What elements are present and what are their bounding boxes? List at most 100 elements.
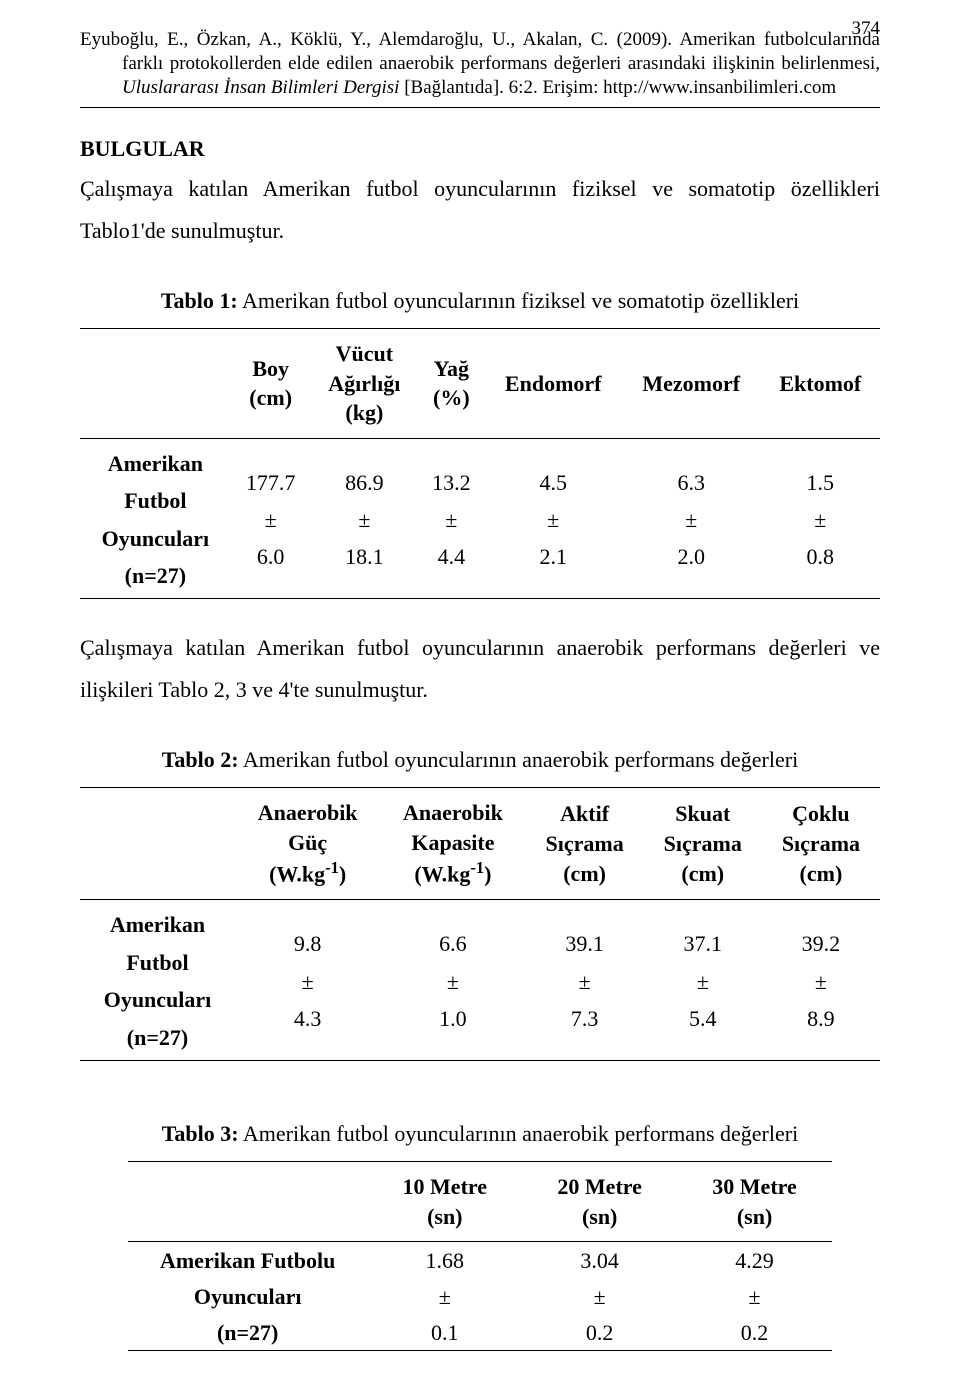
citation: Eyuboğlu, E., Özkan, A., Köklü, Y., Alem… — [80, 28, 880, 99]
table2-data-row: Amerikan Futbol Oyuncuları (n=27) 9.8 ± … — [80, 900, 880, 1061]
val: 4.3 — [294, 1006, 322, 1031]
val: 7.3 — [571, 1006, 599, 1031]
val: ± — [445, 507, 457, 532]
table3-row1: Amerikan Futbolu 1.68 3.04 4.29 — [128, 1242, 832, 1279]
table3-header-10m: 10 Metre (sn) — [367, 1162, 522, 1242]
txt: Futbol — [126, 950, 188, 975]
intro-paragraph-1: Çalışmaya katılan Amerikan futbol oyuncu… — [80, 168, 880, 252]
table2-header-aktif: Aktif Sıçrama (cm) — [526, 788, 644, 900]
txt: (kg) — [345, 400, 383, 425]
val: ± — [265, 507, 277, 532]
table1-data-row: Amerikan Futbol Oyuncuları (n=27) 177.7 … — [80, 438, 880, 599]
table3-header-30m: 30 Metre (sn) — [677, 1162, 832, 1242]
table3-header-empty — [128, 1162, 367, 1242]
txt: (cm) — [800, 861, 843, 886]
txt: (cm) — [249, 385, 292, 410]
table3-r1-m10: 1.68 — [367, 1242, 522, 1279]
table3-header-20m: 20 Metre (sn) — [522, 1162, 677, 1242]
table1-boy: 177.7 ± 6.0 — [231, 438, 311, 599]
val: 6.3 — [677, 470, 705, 495]
txt: Anaerobik — [258, 800, 358, 825]
val: 1.0 — [439, 1006, 467, 1031]
txt: (W.kg — [269, 862, 325, 887]
val: 8.9 — [807, 1006, 835, 1031]
table2-rowlabel: Amerikan Futbol Oyuncuları (n=27) — [80, 900, 235, 1061]
txt: Yağ — [434, 356, 469, 381]
txt: (n=27) — [125, 563, 186, 588]
table2-header-skuat: Skuat Sıçrama (cm) — [644, 788, 762, 900]
val: 39.1 — [565, 931, 604, 956]
val: 6.0 — [257, 544, 285, 569]
txt: (cm) — [563, 861, 606, 886]
table3-rowlabel1: Amerikan Futbolu — [128, 1242, 367, 1279]
table2-aktif: 39.1 ± 7.3 — [526, 900, 644, 1061]
table1-header-vucut: Vücut Ağırlığı (kg) — [311, 328, 418, 438]
txt: 10 Metre — [403, 1174, 488, 1199]
table2-header-empty — [80, 788, 235, 900]
txt: Amerikan — [110, 912, 205, 937]
txt: Sıçrama — [782, 831, 860, 856]
txt: Oyuncuları — [102, 526, 210, 551]
table3-r1-m20: 3.04 — [522, 1242, 677, 1279]
table1-header-mezomorf: Mezomorf — [622, 328, 761, 438]
table2-coklu: 39.2 ± 8.9 — [762, 900, 880, 1061]
val: 1.5 — [807, 470, 835, 495]
txt: Aktif — [560, 801, 609, 826]
txt: Anaerobik — [403, 800, 503, 825]
table3-rowlabel2: Oyuncuları — [128, 1278, 367, 1314]
txt: ) — [484, 862, 491, 887]
txt: 20 Metre — [557, 1174, 642, 1199]
table1-header-endomorf: Endomorf — [485, 328, 622, 438]
table2-caption-body: Amerikan futbol oyuncularının anaerobik … — [239, 747, 799, 772]
table2-header-kap: Anaerobik Kapasite (W.kg-1) — [380, 788, 525, 900]
table3-r3-m20: 0.2 — [522, 1314, 677, 1351]
txt: Vücut — [336, 341, 393, 366]
table1-endo: 4.5 ± 2.1 — [485, 438, 622, 599]
val: ± — [547, 507, 559, 532]
table1-header-empty — [80, 328, 231, 438]
table3-r2-m10: ± — [367, 1278, 522, 1314]
txt: (cm) — [681, 861, 724, 886]
val: 0.8 — [807, 544, 835, 569]
val: 13.2 — [432, 470, 471, 495]
table2: Anaerobik Güç (W.kg-1) Anaerobik Kapasit… — [80, 787, 880, 1061]
txt: (n=27) — [127, 1025, 188, 1050]
intro-paragraph-2: Çalışmaya katılan Amerikan futbol oyuncu… — [80, 627, 880, 711]
table3-row3: (n=27) 0.1 0.2 0.2 — [128, 1314, 832, 1351]
table2-guc: 9.8 ± 4.3 — [235, 900, 380, 1061]
txt: Skuat — [675, 801, 730, 826]
val: 6.6 — [439, 931, 467, 956]
section-heading: BULGULAR — [80, 136, 880, 162]
table1-ekto: 1.5 ± 0.8 — [761, 438, 880, 599]
table1-rowlabel: Amerikan Futbol Oyuncuları (n=27) — [80, 438, 231, 599]
txt: Boy — [252, 356, 289, 381]
table3-caption-prefix: Tablo 3: — [162, 1121, 239, 1146]
table2-caption-prefix: Tablo 2: — [162, 747, 239, 772]
val: 4.5 — [539, 470, 567, 495]
header-rule — [80, 107, 880, 108]
table2-caption: Tablo 2: Amerikan futbol oyuncularının a… — [80, 747, 880, 773]
table1-mezo: 6.3 ± 2.0 — [622, 438, 761, 599]
val: ± — [814, 507, 826, 532]
table3-r2-m30: ± — [677, 1278, 832, 1314]
val: 4.4 — [438, 544, 466, 569]
table1-caption: Tablo 1: Amerikan futbol oyuncularının f… — [80, 288, 880, 314]
txt: Sıçrama — [546, 831, 624, 856]
table3: 10 Metre (sn) 20 Metre (sn) 30 Metre (sn… — [128, 1161, 832, 1351]
val: 5.4 — [689, 1006, 717, 1031]
val: ± — [697, 969, 709, 994]
table3-row2: Oyuncuları ± ± ± — [128, 1278, 832, 1314]
table1-header-ektomof: Ektomof — [761, 328, 880, 438]
table1-header-yag: Yağ (%) — [418, 328, 484, 438]
txt: Amerikan — [108, 451, 203, 476]
val: ± — [302, 969, 314, 994]
val: ± — [447, 969, 459, 994]
txt: Futbol — [124, 488, 186, 513]
table2-header-row: Anaerobik Güç (W.kg-1) Anaerobik Kapasit… — [80, 788, 880, 900]
val: 2.1 — [539, 544, 567, 569]
val: 2.0 — [677, 544, 705, 569]
val: 37.1 — [684, 931, 723, 956]
txt: Çoklu — [792, 801, 849, 826]
txt: (sn) — [427, 1204, 462, 1229]
table2-header-coklu: Çoklu Sıçrama (cm) — [762, 788, 880, 900]
